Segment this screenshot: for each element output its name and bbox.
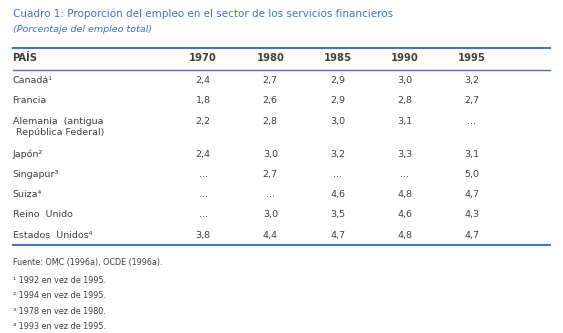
Text: Cuadro 1: Proporción del empleo en el sector de los servicios financieros: Cuadro 1: Proporción del empleo en el se… [12, 9, 393, 20]
Text: PAÍS: PAÍS [12, 53, 38, 63]
Text: 5,0: 5,0 [464, 170, 480, 179]
Text: 2,7: 2,7 [263, 76, 278, 85]
Text: 4,6: 4,6 [397, 210, 412, 219]
Text: 2,6: 2,6 [263, 96, 278, 105]
Text: 3,5: 3,5 [330, 210, 345, 219]
Text: 4,4: 4,4 [263, 230, 278, 240]
Text: 4,8: 4,8 [397, 230, 412, 240]
Text: 3,1: 3,1 [397, 117, 412, 126]
Text: ...: ... [400, 170, 409, 179]
Text: 2,2: 2,2 [195, 117, 211, 126]
Text: 4,6: 4,6 [330, 190, 345, 199]
Text: 3,0: 3,0 [263, 150, 278, 159]
Text: 1985: 1985 [324, 53, 351, 63]
Text: ...: ... [333, 170, 342, 179]
Text: 4,7: 4,7 [464, 190, 480, 199]
Text: 2,9: 2,9 [330, 76, 345, 85]
Text: 2,7: 2,7 [263, 170, 278, 179]
Text: Estados  Unidos⁴: Estados Unidos⁴ [12, 230, 92, 240]
Text: Canadá¹: Canadá¹ [12, 76, 52, 85]
Text: 4,8: 4,8 [397, 190, 412, 199]
Text: 2,4: 2,4 [195, 150, 211, 159]
Text: ...: ... [266, 190, 275, 199]
Text: 1980: 1980 [256, 53, 284, 63]
Text: 3,1: 3,1 [464, 150, 480, 159]
Text: 4,3: 4,3 [464, 210, 480, 219]
Text: 4,7: 4,7 [464, 230, 480, 240]
Text: 2,8: 2,8 [263, 117, 278, 126]
Text: Suiza⁴: Suiza⁴ [12, 190, 42, 199]
Text: 3,0: 3,0 [263, 210, 278, 219]
Text: 4,7: 4,7 [330, 230, 345, 240]
Text: 2,9: 2,9 [330, 96, 345, 105]
Text: 3,3: 3,3 [397, 150, 412, 159]
Text: 3,2: 3,2 [464, 76, 480, 85]
Text: 1,8: 1,8 [195, 96, 211, 105]
Text: 3,0: 3,0 [397, 76, 412, 85]
Text: 3,8: 3,8 [195, 230, 211, 240]
Text: 3,2: 3,2 [330, 150, 345, 159]
Text: Singapur³: Singapur³ [12, 170, 59, 179]
Text: 2,8: 2,8 [397, 96, 412, 105]
Text: ¹ 1992 en vez de 1995.: ¹ 1992 en vez de 1995. [12, 276, 106, 285]
Text: ...: ... [199, 170, 208, 179]
Text: 2,7: 2,7 [464, 96, 480, 105]
Text: ...: ... [199, 190, 208, 199]
Text: Fuente: OMC (1996a), OCDE (1996a).: Fuente: OMC (1996a), OCDE (1996a). [12, 258, 162, 267]
Text: 2,4: 2,4 [195, 76, 211, 85]
Text: Reino  Unido: Reino Unido [12, 210, 73, 219]
Text: (Porcentaje del empleo total): (Porcentaje del empleo total) [12, 25, 151, 34]
Text: 1970: 1970 [189, 53, 217, 63]
Text: 1990: 1990 [391, 53, 419, 63]
Text: Alemania  (antigua
 República Federal): Alemania (antigua República Federal) [12, 117, 104, 137]
Text: 3,0: 3,0 [330, 117, 345, 126]
Text: Francia: Francia [12, 96, 47, 105]
Text: ⁴ 1993 en vez de 1995.: ⁴ 1993 en vez de 1995. [12, 322, 106, 331]
Text: 1995: 1995 [458, 53, 486, 63]
Text: ...: ... [467, 117, 476, 126]
Text: ² 1994 en vez de 1995.: ² 1994 en vez de 1995. [12, 291, 106, 300]
Text: Japón²: Japón² [12, 150, 43, 159]
Text: ...: ... [199, 210, 208, 219]
Text: ³ 1978 en vez de 1980.: ³ 1978 en vez de 1980. [12, 307, 105, 316]
